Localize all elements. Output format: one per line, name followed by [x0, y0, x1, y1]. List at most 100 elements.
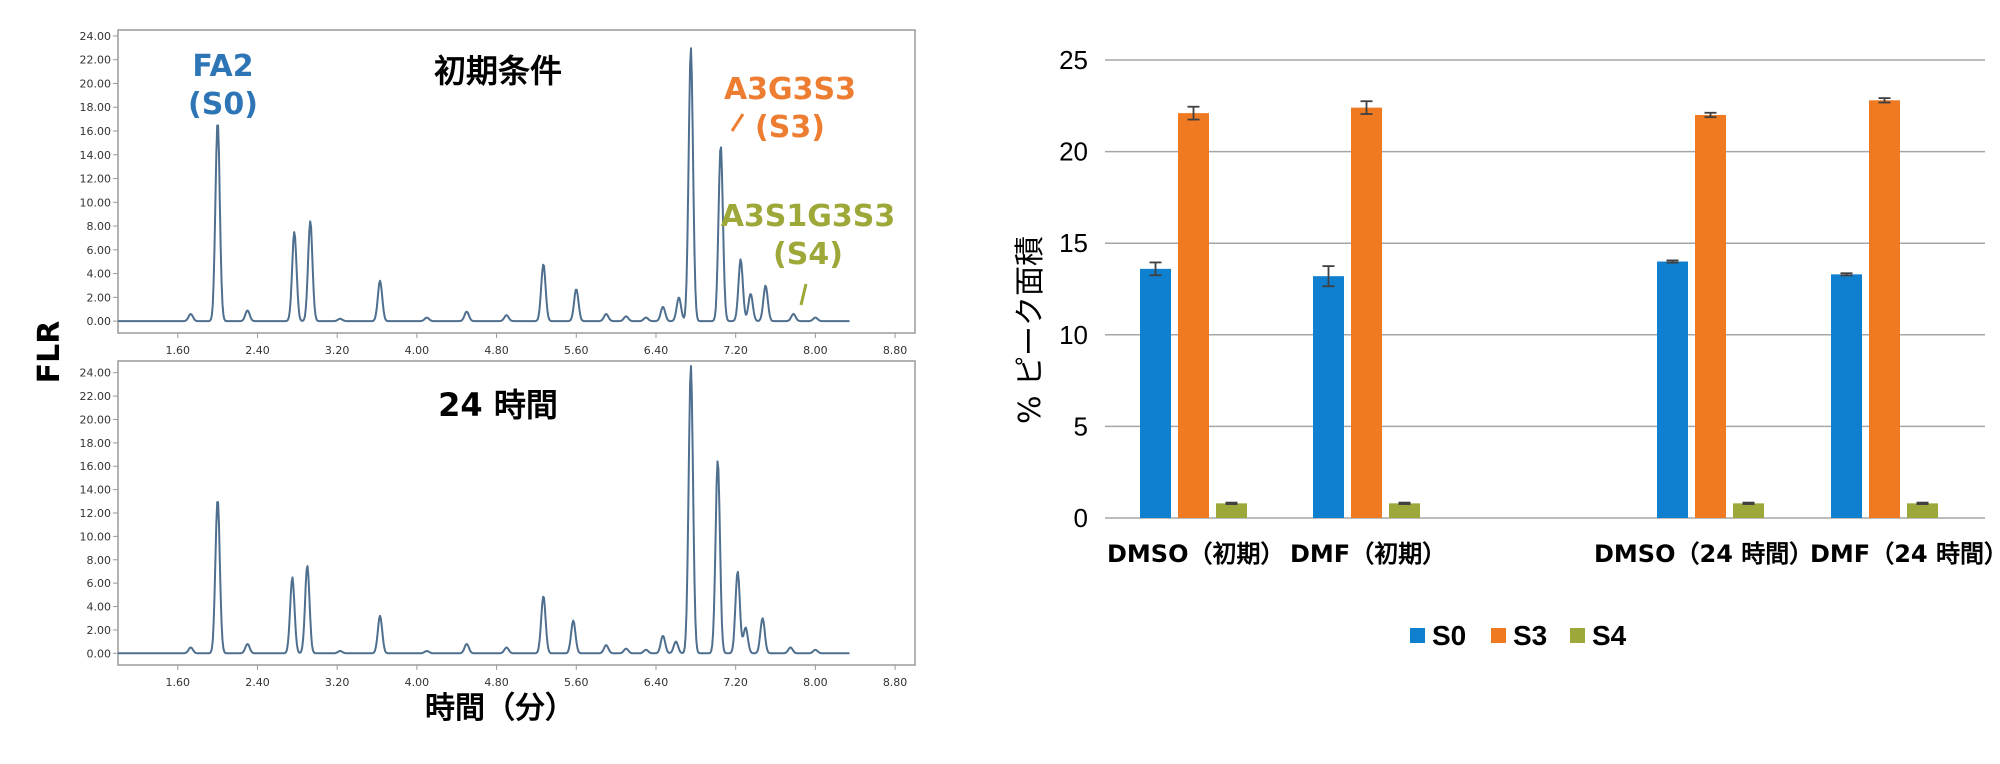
chromatogram-y-axis-title: FLR [32, 321, 67, 384]
chromatogram-y-tick-label: 18.00 [80, 437, 112, 450]
peak-annotation-s4-id: (S4) [773, 237, 843, 272]
peak-annotation-s3-pointer [730, 113, 745, 132]
bar-s3-4 [1869, 100, 1900, 518]
bar-chart-bars [1140, 100, 1938, 519]
chromatogram-y-tick-label: 22.00 [80, 390, 112, 403]
chromatogram-24h-frame [117, 360, 916, 666]
peak-annotation-s0-name: FA2 [192, 49, 253, 84]
chromatogram-y-tick-label: 14.00 [80, 149, 112, 162]
bar-chart-category-label: DMF（24 時間） [1810, 540, 2000, 568]
chromatogram-x-tick-label: 3.20 [325, 676, 350, 689]
chromatogram-x-tick-label: 8.00 [803, 344, 828, 357]
bar-s4-3 [1733, 503, 1764, 518]
chromatogram-x-tick-label: 4.80 [484, 344, 509, 357]
peak-annotation-s4-name: A3S1G3S3 [721, 199, 896, 234]
chromatogram-x-tick-label: 2.40 [245, 676, 270, 689]
chromatogram-y-tick-label: 20.00 [80, 77, 112, 90]
chromatogram-x-tick-label: 8.80 [883, 344, 908, 357]
chromatogram-y-tick-label: 12.00 [80, 507, 112, 520]
chromatogram-y-tick-label: 4.00 [87, 601, 112, 614]
bar-chart-category-label: DMF（初期） [1290, 540, 1446, 568]
bar-s0-3 [1657, 261, 1688, 518]
chromatogram-y-tick-label: 10.00 [80, 196, 112, 209]
chromatogram-y-tick-label: 0.00 [87, 647, 112, 660]
peak-area-bar-chart: 0 5 10 15 20 25 DMSO（初期） DMF（初期） DMSO（24 時間）DMF… [1013, 45, 2000, 651]
bar-chart-y-tick-label: 5 [1074, 411, 1088, 441]
chromatogram-x-tick-label: 5.60 [564, 676, 589, 689]
chromatogram-x-tick-label: 6.40 [644, 344, 669, 357]
chromatogram-y-tick-label: 14.00 [80, 484, 112, 497]
legend-swatch-s3 [1491, 628, 1506, 643]
chromatogram-24h-trace [117, 365, 850, 655]
bar-s4-1 [1216, 503, 1247, 518]
chromatogram-y-tick-label: 8.00 [87, 554, 112, 567]
bar-chart-categories: DMSO（初期） DMF（初期） DMSO（24 時間）DMF（24 時間） [1107, 540, 2000, 568]
bar-chart-y-tick-label: 10 [1059, 320, 1088, 350]
chromatogram-initial-panel: 0.00 2.00 4.00 6.00 8.00 10.00 12.00 14.00 16.00… [80, 29, 916, 357]
chromatogram-x-tick-label: 4.00 [405, 344, 430, 357]
chromatogram-y-tick-label: 12.00 [80, 173, 112, 186]
chromatogram-24h-panel: 0.00 2.00 4.00 6.00 8.00 10.00 12.00 14.00 16.00… [80, 360, 916, 689]
bar-chart-y-tick-label: 25 [1059, 45, 1088, 75]
chromatogram-x-tick-label: 1.60 [166, 344, 191, 357]
legend-swatch-s0 [1410, 628, 1425, 643]
chromatogram-x-tick-label: 4.00 [405, 676, 430, 689]
bar-chart-y-axis-title: % ピーク面積 [1013, 236, 1048, 424]
bar-chart-category-label: DMSO（24 時間） [1594, 540, 1813, 568]
chromatogram-24h-ticks: 0.00 2.00 4.00 6.00 8.00 10.00 12.00 14.00 16.00… [80, 367, 908, 689]
chromatogram-x-tick-label: 8.00 [803, 676, 828, 689]
peak-annotation-s4: A3S1G3S3 (S4) [721, 199, 896, 306]
chromatogram-x-tick-label: 7.20 [723, 344, 748, 357]
chromatogram-y-tick-label: 8.00 [87, 220, 112, 233]
chromatogram-y-tick-label: 18.00 [80, 101, 112, 114]
bar-s0-4 [1831, 274, 1862, 518]
peak-annotation-s3-id: (S3) [755, 110, 825, 145]
chromatogram-x-tick-label: 6.40 [644, 676, 669, 689]
legend-swatch-s4 [1570, 628, 1585, 643]
bar-chart-y-ticks: 0 5 10 15 20 25 [1059, 45, 1088, 533]
legend-label-s0: S0 [1432, 620, 1466, 651]
chromatogram-initial-trace [117, 47, 850, 323]
bar-s3-2 [1351, 107, 1382, 518]
chromatogram-y-tick-label: 6.00 [87, 244, 112, 257]
chromatogram-x-tick-label: 3.20 [325, 344, 350, 357]
bar-s0-2 [1313, 276, 1344, 518]
chromatogram-x-tick-label: 2.40 [245, 344, 270, 357]
chromatogram-x-tick-label: 1.60 [166, 676, 191, 689]
bar-chart-y-tick-label: 20 [1059, 137, 1088, 167]
chromatogram-y-tick-label: 16.00 [80, 460, 112, 473]
bar-chart-legend: S0 S3 S4 [1410, 620, 1627, 651]
bar-s3-3 [1695, 114, 1726, 519]
chromatogram-y-tick-label: 20.00 [80, 413, 112, 426]
chromatogram-y-tick-label: 16.00 [80, 125, 112, 138]
condition-label-24h: 24 時間 [438, 386, 558, 424]
chromatogram-x-tick-label: 8.80 [883, 676, 908, 689]
chromatogram-y-tick-label: 2.00 [87, 291, 112, 304]
chromatogram-y-tick-label: 4.00 [87, 268, 112, 281]
chromatogram-initial-ticks: 0.00 2.00 4.00 6.00 8.00 10.00 12.00 14.00 16.00… [80, 30, 908, 357]
chromatogram-x-tick-label: 4.80 [484, 676, 509, 689]
peak-annotation-s3-name: A3G3S3 [724, 72, 856, 107]
chromatogram-y-tick-label: 24.00 [80, 30, 112, 43]
peak-annotation-s0-id: (S0) [188, 87, 258, 122]
chromatogram-x-axis-title: 時間（分） [425, 691, 575, 726]
chromatogram-y-tick-label: 24.00 [80, 367, 112, 380]
bar-chart-y-tick-label: 15 [1059, 228, 1088, 258]
bar-s0-1 [1140, 268, 1171, 518]
chromatogram-y-tick-label: 2.00 [87, 624, 112, 637]
bar-chart-error-bars [1149, 97, 1929, 505]
bar-chart-category-label: DMSO（初期） [1107, 540, 1285, 568]
bar-s3-1 [1178, 113, 1209, 519]
chromatogram-initial-frame [117, 29, 916, 334]
bar-s4-2 [1389, 503, 1420, 518]
chromatogram-y-tick-label: 0.00 [87, 315, 112, 328]
peak-annotation-s3: A3G3S3 (S3) [724, 72, 856, 145]
peak-annotation-s4-pointer [799, 283, 808, 306]
legend-label-s4: S4 [1592, 620, 1627, 651]
chromatogram-y-tick-label: 6.00 [87, 577, 112, 590]
chromatogram-y-tick-label: 10.00 [80, 530, 112, 543]
chromatogram-y-tick-label: 22.00 [80, 54, 112, 67]
legend-label-s3: S3 [1513, 620, 1547, 651]
